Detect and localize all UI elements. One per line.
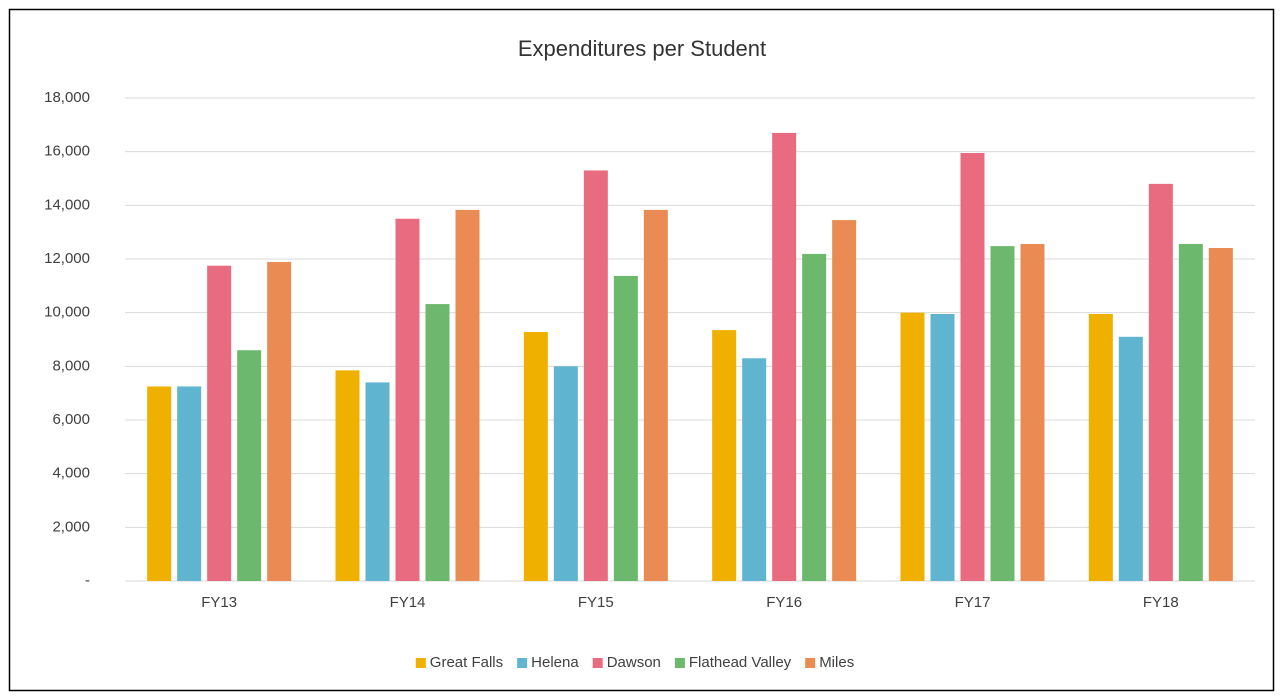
legend-label: Miles [819, 654, 854, 671]
bar [742, 358, 767, 581]
bar [425, 304, 450, 581]
x-tick-label: FY17 [955, 594, 991, 611]
bar [930, 314, 955, 581]
y-tick-label: 6,000 [52, 411, 90, 428]
bar [900, 312, 925, 581]
bar [177, 386, 202, 581]
x-tick-label: FY18 [1143, 594, 1179, 611]
bar [1088, 314, 1113, 581]
bar [523, 331, 548, 581]
bar [237, 350, 262, 581]
legend-label: Helena [531, 654, 579, 671]
bar [1178, 243, 1203, 581]
bar [643, 209, 668, 581]
legend-swatch [674, 658, 685, 668]
chart-title: Expenditures per Student [518, 36, 766, 61]
bar [147, 386, 172, 581]
legend-swatch [805, 658, 816, 668]
bar [1118, 336, 1143, 581]
y-tick-label: 12,000 [44, 250, 90, 267]
bar [583, 170, 608, 581]
x-tick-label: FY16 [766, 594, 802, 611]
y-tick-label: 10,000 [44, 304, 90, 321]
bar [455, 209, 480, 581]
legend-label: Flathead Valley [689, 654, 792, 671]
bar [207, 265, 232, 581]
bar [553, 366, 578, 581]
legend-swatch [517, 658, 528, 668]
legend-label: Dawson [607, 654, 661, 671]
bar [1148, 183, 1173, 581]
y-tick-label: 2,000 [52, 518, 90, 535]
bar [1020, 243, 1045, 581]
bar [712, 330, 737, 581]
y-tick-label: 18,000 [44, 89, 90, 106]
y-tick-label: 14,000 [44, 196, 90, 213]
y-tick-label: 16,000 [44, 143, 90, 160]
chart-border [8, 8, 1275, 692]
bar [613, 275, 638, 581]
y-tick-label: - [85, 572, 90, 589]
bar [832, 220, 857, 581]
bar [395, 218, 420, 581]
x-tick-label: FY14 [390, 594, 426, 611]
legend-swatch [415, 658, 426, 668]
x-tick-label: FY15 [578, 594, 614, 611]
bar [960, 153, 985, 581]
y-tick-label: 8,000 [52, 357, 90, 374]
x-tick-label: FY13 [201, 594, 237, 611]
bar [990, 246, 1015, 581]
bar [267, 261, 292, 581]
bar [1208, 247, 1233, 581]
legend-swatch [592, 658, 603, 668]
bar [802, 253, 827, 581]
bar [335, 370, 360, 581]
bar [365, 382, 390, 581]
y-tick-label: 4,000 [52, 465, 90, 482]
bar [772, 132, 797, 581]
legend-label: Great Falls [430, 654, 503, 671]
